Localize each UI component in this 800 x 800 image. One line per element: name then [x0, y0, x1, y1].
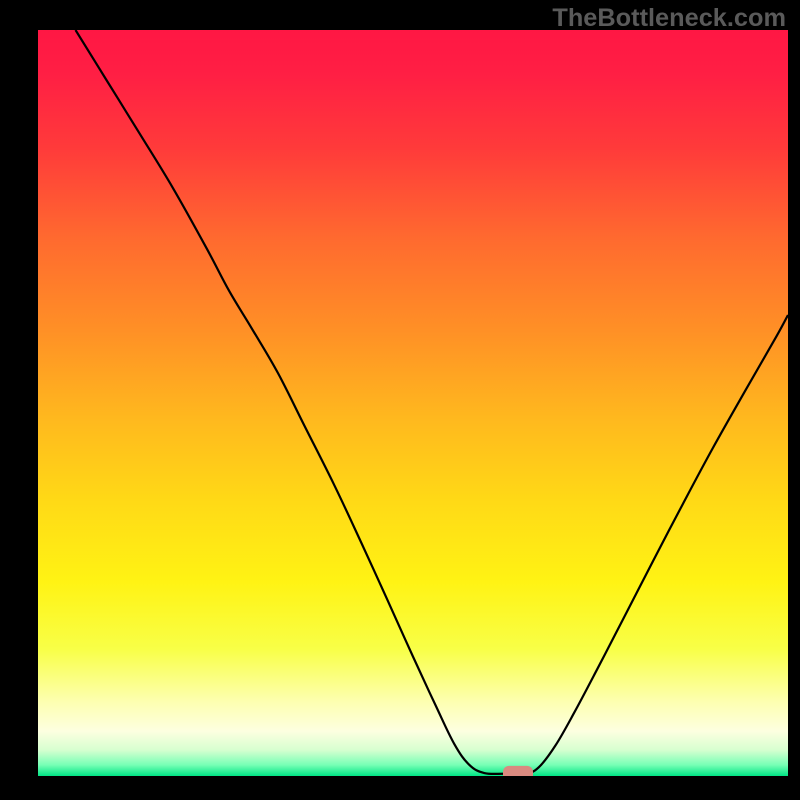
watermark-text: TheBottleneck.com — [552, 4, 786, 33]
plot-background — [38, 30, 788, 776]
bottleneck-chart — [0, 0, 800, 800]
chart-frame: TheBottleneck.com — [0, 0, 800, 800]
